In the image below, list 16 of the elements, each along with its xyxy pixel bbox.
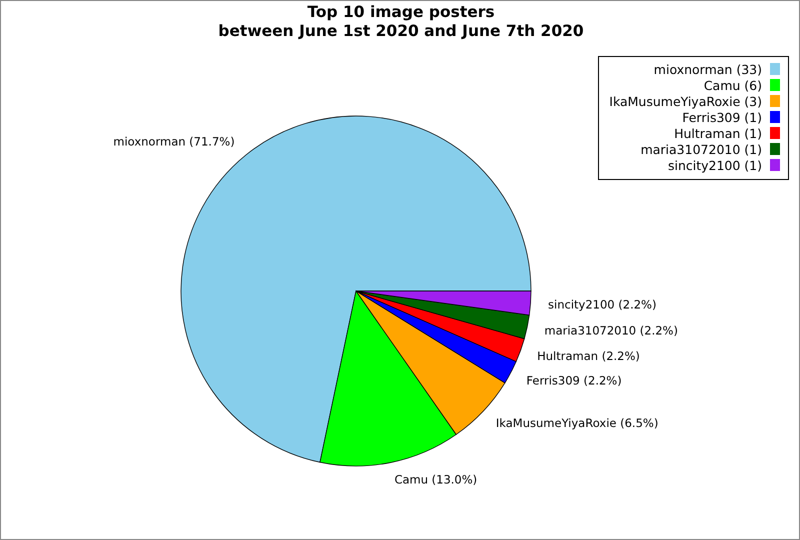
legend-label: Camu (6) [704, 78, 762, 92]
legend-label: mioxnorman (33) [654, 62, 762, 76]
legend-label: IkaMusumeYiyaRoxie (3) [609, 94, 762, 108]
legend-label: sincity2100 (1) [668, 158, 762, 172]
data-label: mioxnorman (71.7%) [113, 134, 235, 149]
chart-subtitle: between June 1st 2020 and June 7th 2020 [217, 22, 585, 41]
data-label: Hultraman (2.2%) [537, 349, 640, 364]
data-label: sincity2100 (2.2%) [548, 297, 656, 312]
legend-label: maria31072010 (1) [640, 142, 762, 156]
legend-label: Ferris309 (1) [682, 110, 762, 124]
data-label: Ferris309 (2.2%) [526, 374, 622, 388]
data-label: IkaMusumeYiyaRoxie (6.5%) [496, 416, 658, 430]
data-label: Camu (13.0%) [394, 472, 478, 487]
data-label: maria31072010 (2.2%) [544, 324, 678, 338]
chart-title: Top 10 image posters [306, 3, 496, 22]
legend-label: Hultraman (1) [674, 126, 762, 140]
